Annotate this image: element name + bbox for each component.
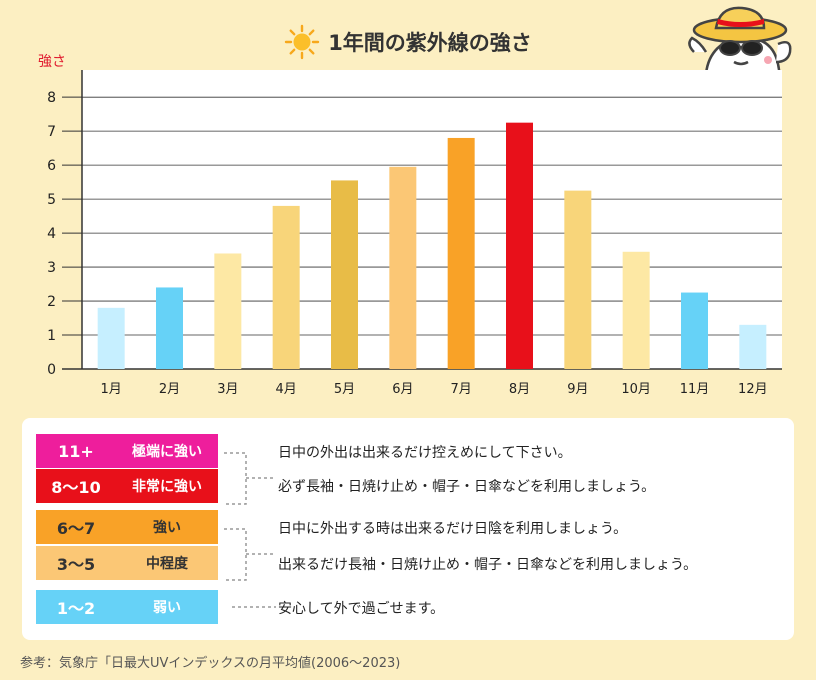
y-axis-title: 強さ [38,54,66,70]
y-tick-label: 8 [47,90,56,106]
chart-title-row: 1年間の紫外線の強さ [0,22,816,62]
x-tick-label: 1月 [101,382,122,397]
y-tick-label: 4 [47,226,56,242]
bar-9 [564,190,592,369]
level-label: 中程度 [146,556,188,572]
level-row-moderate: 3〜5 中程度 [36,546,218,580]
y-tick-label: 0 [47,362,56,378]
level-label: 弱い [153,600,181,616]
x-tick-label: 5月 [334,382,355,397]
level-row-very-high: 8〜10 非常に強い [36,469,218,503]
level-range: 11+ [58,441,94,461]
advice-note: 出来るだけ長袖・日焼け止め・帽子・日傘などを利用しましょう。 [278,557,698,573]
x-tick-label: 7月 [451,382,472,397]
x-tick-label: 8月 [509,382,530,397]
advice-note: 日中の外出は出来るだけ控えめにして下さい。 [278,445,572,461]
advice-note: 日中に外出する時は出来るだけ日陰を利用しましょう。 [278,521,628,537]
x-tick-label: 9月 [567,382,588,397]
bar-7 [447,137,475,369]
x-tick-label: 12月 [738,382,768,397]
bar-3 [214,253,242,369]
legend-bracket-lines [224,452,276,608]
x-tick-label: 4月 [276,382,297,397]
bar-2 [156,287,183,369]
bar-8 [506,122,533,370]
uv-level-legend: 11+ 極端に強い 8〜10 非常に強い 6〜7 強い 3〜5 中程度 1〜2 … [22,418,794,640]
advice-note: 必ず長袖・日焼け止め・帽子・日傘などを利用しましょう。 [278,479,656,495]
level-label: 非常に強い [132,479,202,495]
level-range: 6〜7 [56,519,96,538]
level-range: 1〜2 [56,599,96,618]
bar-10 [622,251,650,369]
x-tick-label: 3月 [217,382,238,397]
bar-4 [272,205,300,369]
advice-note: 安心して外で過ごせます。 [278,601,445,617]
x-tick-label: 6月 [392,382,413,397]
y-tick-label: 2 [47,294,56,310]
level-range: 3〜5 [56,555,96,574]
bar-1 [97,307,125,369]
y-tick-label: 1 [47,328,56,344]
plot-area [82,70,782,369]
sun-icon [284,24,320,60]
level-row-low: 1〜2 弱い [36,590,218,624]
y-tick-label: 3 [47,260,56,276]
level-label: 極端に強い [132,444,202,460]
y-tick-label: 5 [47,192,56,208]
uv-bar-chart: 0 1 2 3 4 5 6 7 8 強さ 1月 2月 3月 4月 5月 6月 7月 8月 9月 10月 11月 12月 [38,54,782,397]
level-label: 強い [153,520,181,536]
chart-title: 1年間の紫外線の強さ [328,31,532,55]
bar-6 [389,166,417,369]
y-tick-label: 6 [47,158,56,174]
level-row-high: 6〜7 強い [36,510,218,544]
y-tick-label: 7 [47,124,56,140]
bar-11 [681,292,708,369]
x-tick-label: 2月 [159,382,180,397]
x-tick-label: 11月 [680,382,710,397]
level-range: 8〜10 [51,478,101,497]
level-row-extreme: 11+ 極端に強い [36,434,218,468]
source-note: 参考：気象庁「日最大UVインデックスの月平均値(2006〜2023) [20,656,401,671]
bar-5 [331,180,358,369]
x-tick-label: 10月 [621,382,651,397]
bar-12 [739,324,767,369]
